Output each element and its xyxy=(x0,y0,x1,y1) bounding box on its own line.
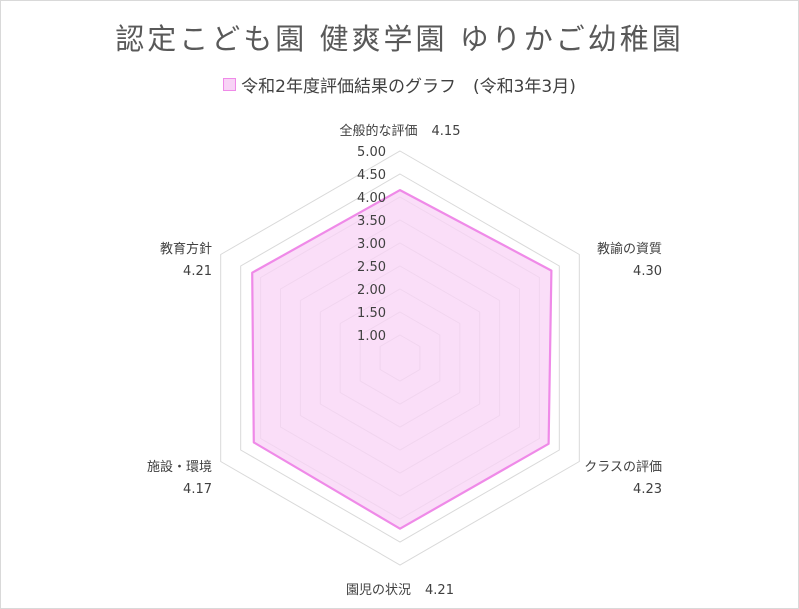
value-label-5: 4.21 xyxy=(183,264,212,279)
tick-label-5: 3.50 xyxy=(357,214,386,229)
legend: 令和2年度評価結果のグラフ (令和3年3月) xyxy=(0,72,799,97)
tick-label-4: 3.00 xyxy=(357,237,386,252)
chart-title: 認定こども園 健爽学園 ゆりかご幼稚園 xyxy=(115,22,684,56)
value-label: 4.15 xyxy=(432,124,461,139)
tick-label-8: 5.00 xyxy=(357,145,386,160)
tick-label-0: 1.00 xyxy=(357,329,386,344)
category-label-2: クラスの評価 xyxy=(584,460,662,475)
tick-label-7: 4.50 xyxy=(357,168,386,183)
value-label: 4.21 xyxy=(425,583,454,598)
tick-label-6: 4.00 xyxy=(357,191,386,206)
category-name: 園児の状況 xyxy=(346,583,411,598)
legend-label: 令和2年度評価結果のグラフ (令和3年3月) xyxy=(241,77,576,97)
grid-ring-8 xyxy=(220,150,580,566)
value-label-4: 4.17 xyxy=(183,482,212,497)
category-name: 全般的な評価 xyxy=(340,123,418,139)
value-label-1: 4.30 xyxy=(633,264,662,279)
legend-swatch xyxy=(223,78,237,91)
grid-ring-7 xyxy=(240,173,560,543)
category-label-5: 教育方針 xyxy=(160,241,212,257)
category-label-3: 園児の状況 4.21 xyxy=(346,583,454,598)
series-area xyxy=(251,189,553,530)
tick-label-2: 2.00 xyxy=(357,283,386,298)
value-label-2: 4.23 xyxy=(633,482,662,497)
tick-label-3: 2.50 xyxy=(357,260,386,275)
category-labels: 全般的な評価 4.15 教諭の資質 4.30 クラスの評価 4.23 園児の状況 4.21 施設… xyxy=(147,123,662,598)
tick-label-1: 1.50 xyxy=(357,306,386,321)
axis-ticks: 1.00 1.50 2.00 2.50 3.00 3.50 4.00 4.50 5.00 xyxy=(357,145,386,344)
category-label-0: 全般的な評価 4.15 xyxy=(340,123,461,139)
category-label-4: 施設・環境 xyxy=(147,459,212,475)
category-label-1: 教諭の資質 xyxy=(597,241,662,257)
radar-series xyxy=(251,189,553,530)
